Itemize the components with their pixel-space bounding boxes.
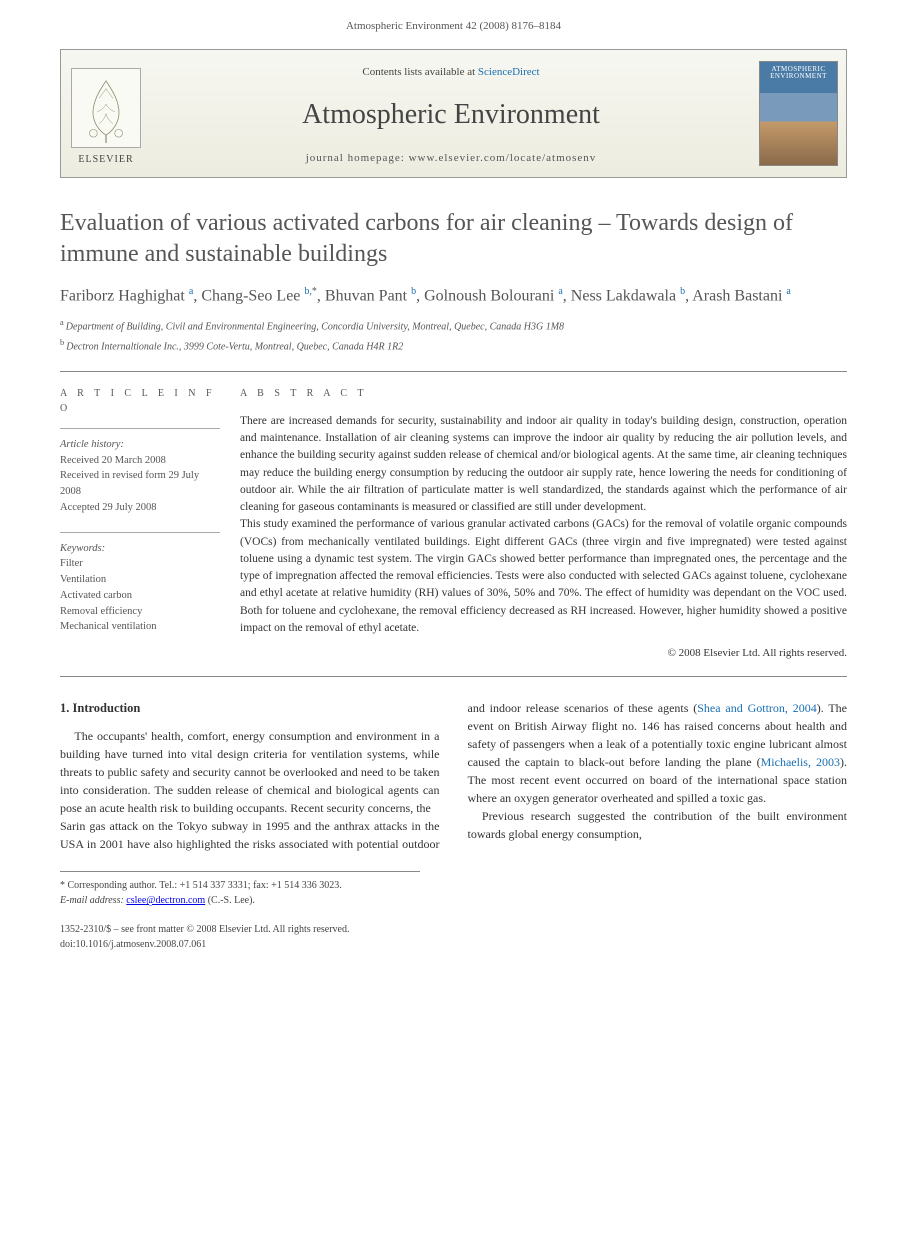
corr-author-line: * Corresponding author. Tel.: +1 514 337… — [60, 878, 420, 893]
contents-prefix: Contents lists available at — [362, 66, 477, 78]
body-paragraph: Previous research suggested the contribu… — [468, 807, 848, 843]
email-label: E-mail address: — [60, 895, 124, 906]
cover-title: ATMOSPHERIC ENVIRONMENT — [760, 66, 837, 81]
keyword: Ventilation — [60, 572, 220, 588]
author-name: Ness Lakdawala — [571, 287, 680, 304]
journal-name: Atmospheric Environment — [161, 94, 741, 136]
author-name: Golnoush Bolourani — [424, 287, 558, 304]
corresponding-author-marker: * — [312, 286, 317, 297]
front-matter-line: 1352-2310/$ – see front matter © 2008 El… — [60, 922, 847, 937]
rule-bottom — [60, 676, 847, 677]
author-name: Bhuvan Pant — [325, 287, 411, 304]
corresponding-author-footnote: * Corresponding author. Tel.: +1 514 337… — [60, 871, 420, 908]
copyright-line: © 2008 Elsevier Ltd. All rights reserved… — [240, 645, 847, 662]
keywords-label: Keywords: — [60, 541, 220, 557]
history-line: Received 20 March 2008 — [60, 453, 220, 469]
sciencedirect-link[interactable]: ScienceDirect — [478, 66, 540, 78]
history-line: Accepted 29 July 2008 — [60, 500, 220, 516]
affiliations: a Department of Building, Civil and Envi… — [60, 316, 847, 355]
homepage-url: www.elsevier.com/locate/atmosenv — [409, 152, 597, 164]
body-two-column: 1. Introduction The occupants' health, c… — [60, 699, 847, 854]
homepage-label: journal homepage: — [306, 152, 409, 164]
footer-meta: 1352-2310/$ – see front matter © 2008 El… — [60, 922, 847, 952]
author-name: Arash Bastani — [692, 287, 786, 304]
article-history-block: Article history: Received 20 March 2008R… — [60, 428, 220, 516]
author-name: Fariborz Haghighat — [60, 287, 189, 304]
keyword: Filter — [60, 556, 220, 572]
section-number: 1. — [60, 701, 69, 715]
author-affiliation-marker: b — [680, 286, 685, 297]
keywords-block: Keywords: FilterVentilationActivated car… — [60, 532, 220, 636]
keyword: Activated carbon — [60, 588, 220, 604]
history-line: Received in revised form 29 July 2008 — [60, 468, 220, 500]
elsevier-tree-icon — [71, 68, 141, 148]
article-info-heading: A R T I C L E I N F O — [60, 386, 220, 416]
banner-center: Contents lists available at ScienceDirec… — [151, 50, 751, 177]
keyword: Removal efficiency — [60, 604, 220, 620]
corr-email-who: (C.-S. Lee). — [208, 895, 255, 906]
author-affiliation-marker: a — [189, 286, 193, 297]
corr-email-line: E-mail address: cslee@dectron.com (C.-S.… — [60, 893, 420, 908]
authors-line: Fariborz Haghighat a, Chang-Seo Lee b,*,… — [60, 284, 847, 308]
doi-line: doi:10.1016/j.atmosenv.2008.07.061 — [60, 937, 847, 952]
keyword: Mechanical ventilation — [60, 619, 220, 635]
article-info-column: A R T I C L E I N F O Article history: R… — [60, 386, 240, 662]
section-heading: 1. Introduction — [60, 699, 440, 718]
publisher-logo-block: ELSEVIER — [61, 50, 151, 177]
article-title: Evaluation of various activated carbons … — [60, 208, 847, 270]
journal-banner: ELSEVIER Contents lists available at Sci… — [60, 49, 847, 178]
journal-cover-thumbnail: ATMOSPHERIC ENVIRONMENT — [759, 61, 838, 166]
contents-available-line: Contents lists available at ScienceDirec… — [161, 64, 741, 81]
abstract-paragraph: This study examined the performance of v… — [240, 516, 847, 637]
cover-thumb-block: ATMOSPHERIC ENVIRONMENT — [751, 50, 846, 177]
running-head: Atmospheric Environment 42 (2008) 8176–8… — [0, 0, 907, 41]
author-name: Chang-Seo Lee — [201, 287, 304, 304]
history-label: Article history: — [60, 437, 220, 453]
affiliation-key: b — [60, 338, 66, 347]
citation-link[interactable]: Shea and Gottron, 2004 — [697, 701, 816, 715]
publisher-label: ELSEVIER — [78, 152, 133, 167]
affiliation-line: b Dectron Internaltionale Inc., 3999 Cot… — [60, 336, 847, 355]
affiliation-line: a Department of Building, Civil and Envi… — [60, 316, 847, 335]
abstract-heading: A B S T R A C T — [240, 386, 847, 401]
abstract-paragraph: There are increased demands for security… — [240, 413, 847, 517]
section-title: Introduction — [73, 701, 141, 715]
author-affiliation-marker: a — [558, 286, 562, 297]
author-affiliation-marker: b — [411, 286, 416, 297]
citation-link[interactable]: Michaelis, 2003 — [761, 755, 840, 769]
affiliation-key: a — [60, 318, 66, 327]
info-abstract-row: A R T I C L E I N F O Article history: R… — [60, 372, 847, 676]
author-affiliation-marker: b, — [304, 286, 312, 297]
body-paragraph: The occupants' health, comfort, energy c… — [60, 727, 440, 817]
abstract-column: A B S T R A C T There are increased dema… — [240, 386, 847, 662]
corr-email-link[interactable]: cslee@dectron.com — [126, 895, 205, 906]
journal-homepage-line: journal homepage: www.elsevier.com/locat… — [161, 150, 741, 167]
author-affiliation-marker: a — [786, 286, 790, 297]
